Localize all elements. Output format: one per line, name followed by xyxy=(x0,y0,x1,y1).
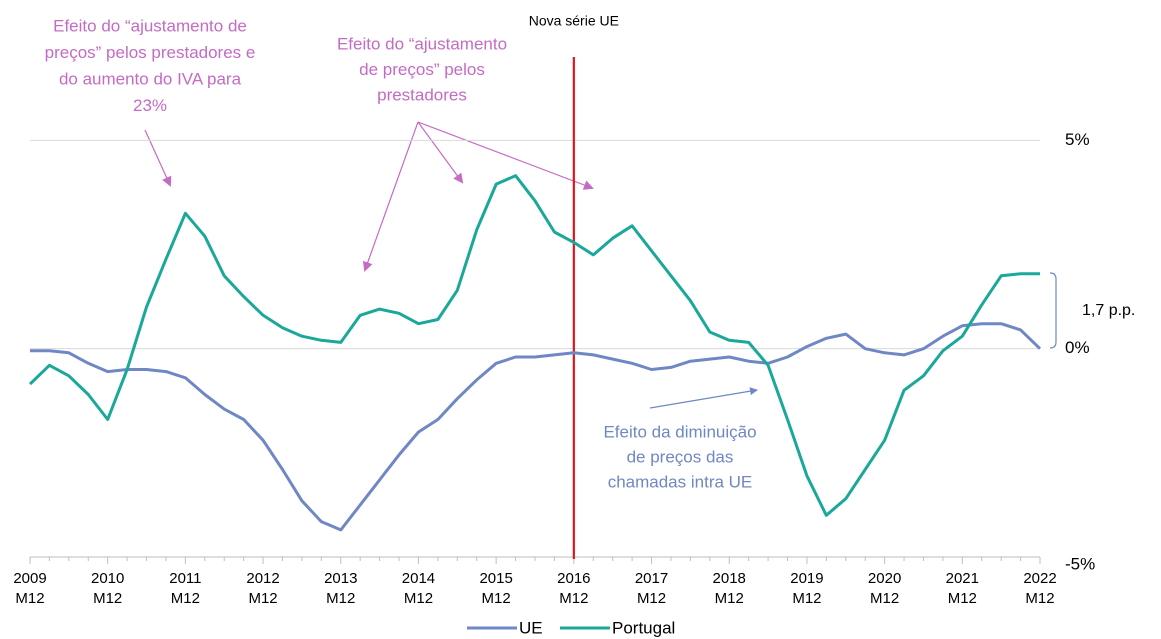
annotation-text: chamadas intra UE xyxy=(608,472,753,491)
bracket xyxy=(1049,272,1057,349)
annotation-text: de preços” pelos xyxy=(359,60,485,79)
legend-label: UE xyxy=(519,618,543,637)
series-line xyxy=(28,174,1040,517)
annotation-text: prestadores xyxy=(377,85,467,104)
y-tick-label: -5% xyxy=(1065,554,1095,573)
x-tick-label: 2019 M12 xyxy=(790,570,824,607)
x-tick-label: 2017 M12 xyxy=(634,570,669,607)
x-tick-label: 2021 M12 xyxy=(945,570,979,607)
annotation-text: preços” pelos prestadores e xyxy=(45,43,256,62)
x-tick-label: 2020 M12 xyxy=(867,570,902,607)
annotation-text: Efeito da diminuição xyxy=(603,422,756,441)
x-tick-label: 2022 M12 xyxy=(1023,570,1057,607)
series-line xyxy=(30,322,1042,532)
bracket-label: 1,7 p.p. xyxy=(1082,302,1135,319)
annotation-arrows xyxy=(144,121,758,409)
annotation-text: Efeito do “ajustamento xyxy=(337,34,507,53)
x-tick-label: 2018 M12 xyxy=(712,570,746,607)
legend-label: Portugal xyxy=(612,618,675,637)
annotation-text: do aumento do IVA para xyxy=(59,69,242,88)
y-tick-label: 0% xyxy=(1065,338,1090,357)
annotation-text: Efeito do “ajustamento de xyxy=(53,16,247,35)
x-tick-label: 2012 M12 xyxy=(246,570,280,607)
x-tick-label: 2011 M12 xyxy=(169,570,202,607)
x-tick-label: 2016 M12 xyxy=(557,570,591,607)
y-tick-label: 5% xyxy=(1065,130,1090,149)
reference-label: Nova série UE xyxy=(529,13,619,29)
x-tick-label: 2014 M12 xyxy=(401,570,436,607)
annotation-text: 23% xyxy=(133,96,167,115)
annotation-text: de preços das xyxy=(627,447,734,466)
x-tick-label: 2010 M12 xyxy=(91,570,125,607)
x-tick-label: 2009 M12 xyxy=(13,570,47,607)
x-tick-label: 2013 M12 xyxy=(324,570,358,607)
x-tick-label: 2015 M12 xyxy=(479,570,513,607)
